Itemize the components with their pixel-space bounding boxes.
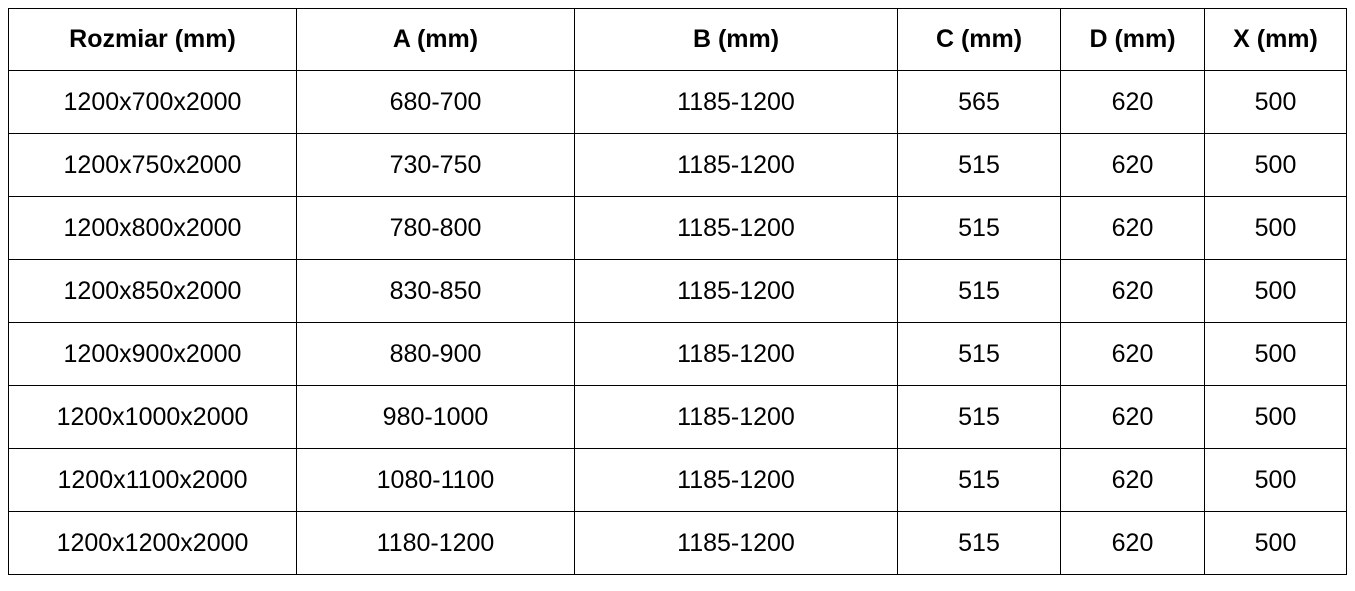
table-cell: 1080-1100 xyxy=(296,448,575,512)
table-cell: 880-900 xyxy=(296,322,575,386)
column-header: C (mm) xyxy=(897,8,1061,71)
table-cell: 515 xyxy=(897,133,1061,197)
table-row: 1200x800x2000 780-800 1185-1200 515 620 500 xyxy=(8,196,1347,260)
table-cell: 980-1000 xyxy=(296,385,575,449)
table-cell: 620 xyxy=(1060,259,1205,323)
table-cell: 500 xyxy=(1204,259,1347,323)
table-cell: 500 xyxy=(1204,70,1347,134)
table-cell: 1200x1200x2000 xyxy=(8,511,297,575)
table-cell: 515 xyxy=(897,196,1061,260)
table-cell: 1200x900x2000 xyxy=(8,322,297,386)
table-cell: 1185-1200 xyxy=(574,385,898,449)
table-cell: 500 xyxy=(1204,322,1347,386)
table-row: 1200x1100x2000 1080-1100 1185-1200 515 620 50… xyxy=(8,448,1347,512)
column-header: A (mm) xyxy=(296,8,575,71)
table-cell: 515 xyxy=(897,448,1061,512)
table-row: 1200x1000x2000 980-1000 1185-1200 515 620 500 xyxy=(8,385,1347,449)
table-cell: 620 xyxy=(1060,70,1205,134)
table-row: 1200x750x2000 730-750 1185-1200 515 620 500 xyxy=(8,133,1347,197)
table-cell: 1180-1200 xyxy=(296,511,575,575)
table-row: 1200x850x2000 830-850 1185-1200 515 620 500 xyxy=(8,259,1347,323)
table-cell: 1185-1200 xyxy=(574,448,898,512)
table-cell: 1185-1200 xyxy=(574,511,898,575)
table-cell: 500 xyxy=(1204,196,1347,260)
table-cell: 1185-1200 xyxy=(574,196,898,260)
column-header: Rozmiar (mm) xyxy=(8,8,297,71)
table-cell: 1185-1200 xyxy=(574,259,898,323)
table-cell: 620 xyxy=(1060,448,1205,512)
table-row: 1200x700x2000 680-700 1185-1200 565 620 500 xyxy=(8,70,1347,134)
table-cell: 1185-1200 xyxy=(574,70,898,134)
table-cell: 515 xyxy=(897,385,1061,449)
table-row: 1200x900x2000 880-900 1185-1200 515 620 500 xyxy=(8,322,1347,386)
table-cell: 515 xyxy=(897,322,1061,386)
table-cell: 1200x800x2000 xyxy=(8,196,297,260)
table-cell: 1200x850x2000 xyxy=(8,259,297,323)
table-cell: 780-800 xyxy=(296,196,575,260)
column-header: B (mm) xyxy=(574,8,898,71)
table-cell: 500 xyxy=(1204,133,1347,197)
table-cell: 680-700 xyxy=(296,70,575,134)
table-cell: 1200x700x2000 xyxy=(8,70,297,134)
table-cell: 1200x1100x2000 xyxy=(8,448,297,512)
dimensions-table: Rozmiar (mm) A (mm) B (mm) C (mm) D (mm) X (m… xyxy=(8,8,1347,575)
header-row: Rozmiar (mm) A (mm) B (mm) C (mm) D (mm) X (m… xyxy=(8,8,1347,71)
table-cell: 620 xyxy=(1060,322,1205,386)
table-cell: 500 xyxy=(1204,511,1347,575)
table-cell: 830-850 xyxy=(296,259,575,323)
table-cell: 620 xyxy=(1060,133,1205,197)
table-cell: 565 xyxy=(897,70,1061,134)
table-cell: 620 xyxy=(1060,196,1205,260)
column-header: D (mm) xyxy=(1060,8,1205,71)
table-cell: 500 xyxy=(1204,448,1347,512)
table-cell: 620 xyxy=(1060,511,1205,575)
table-cell: 1200x750x2000 xyxy=(8,133,297,197)
table-cell: 1185-1200 xyxy=(574,322,898,386)
column-header: X (mm) xyxy=(1204,8,1347,71)
table-cell: 1200x1000x2000 xyxy=(8,385,297,449)
table-cell: 730-750 xyxy=(296,133,575,197)
table-cell: 515 xyxy=(897,511,1061,575)
table-row: 1200x1200x2000 1180-1200 1185-1200 515 620 50… xyxy=(8,511,1347,575)
table-cell: 1185-1200 xyxy=(574,133,898,197)
table-cell: 620 xyxy=(1060,385,1205,449)
table-cell: 515 xyxy=(897,259,1061,323)
table-cell: 500 xyxy=(1204,385,1347,449)
